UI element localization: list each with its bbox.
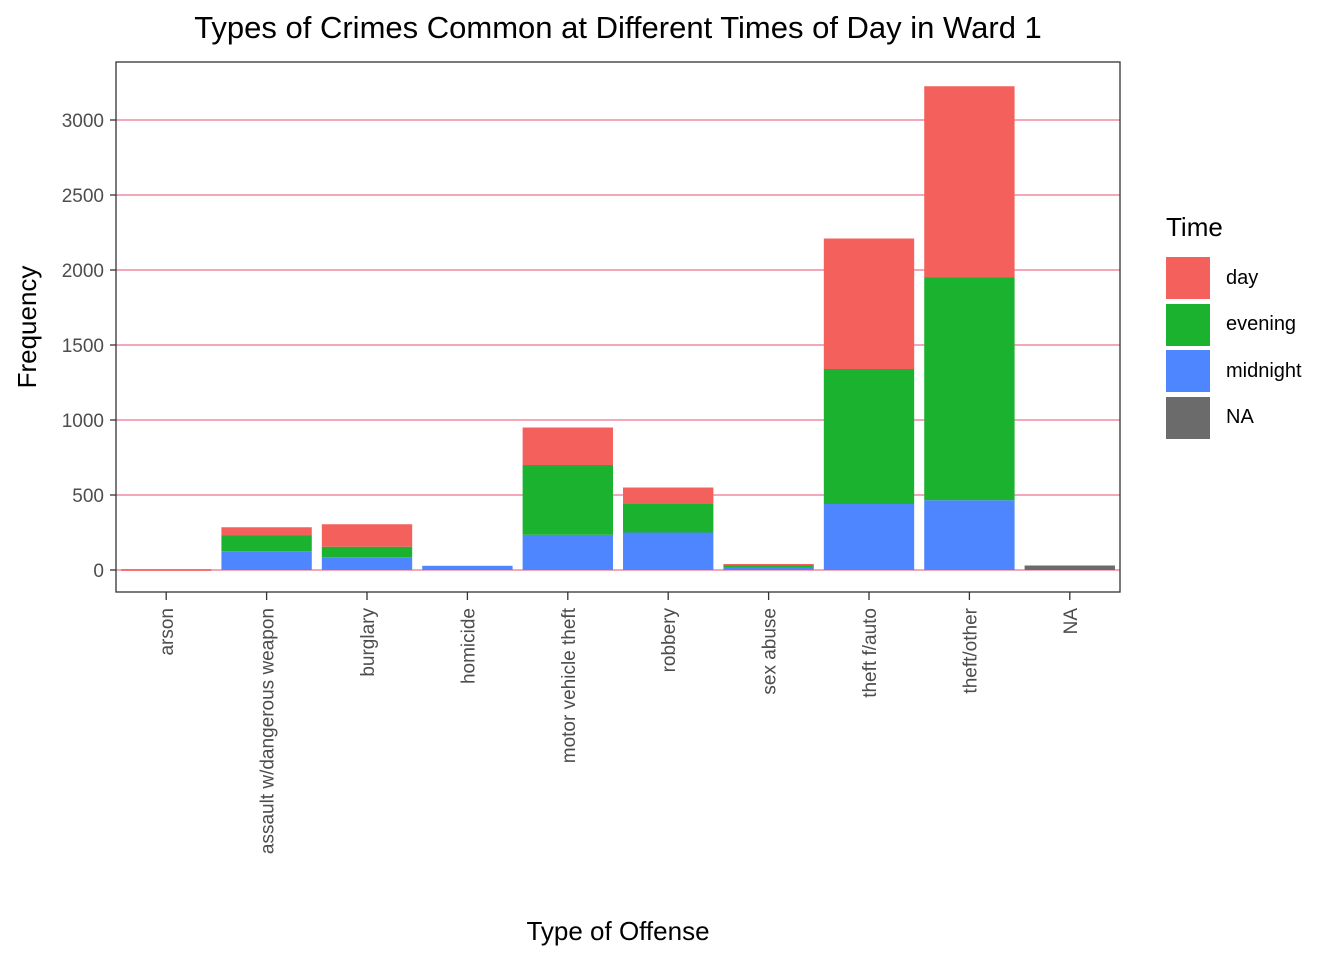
legend-key	[1166, 396, 1210, 439]
bar-segment-evening	[321, 546, 413, 558]
legend-item-na: NA	[1166, 395, 1302, 442]
bar-segment-evening	[623, 504, 714, 533]
y-tick-label: 1500	[62, 336, 104, 357]
x-tick-label: assault w/dangerous weapon	[258, 608, 279, 854]
legend-key	[1166, 303, 1210, 346]
bar-segment-midnight	[321, 557, 413, 570]
bar-segment-evening	[924, 277, 1015, 501]
legend-title: Time	[1166, 212, 1223, 242]
x-tick-label: sex abuse	[760, 608, 781, 695]
x-tick-label: burglary	[358, 608, 379, 677]
x-tick-label: NA	[1061, 608, 1082, 635]
legend-label: evening	[1226, 313, 1297, 336]
bar-segment-day	[723, 564, 814, 566]
bar-segment-evening	[221, 535, 312, 552]
x-tick-label: homicide	[458, 608, 479, 684]
y-axis-title: Frequency	[12, 266, 42, 389]
bar-segment-day	[823, 238, 915, 369]
x-axis-title: Type of Offense	[526, 916, 709, 946]
bar-segment-day	[623, 487, 714, 504]
y-axis: 0 500 1000 1500 2000 2500 3000	[62, 111, 116, 582]
x-tick-label: arson	[157, 608, 178, 656]
bar-segment-day	[321, 524, 413, 547]
legend-item-day: day	[1166, 255, 1302, 302]
y-tick-label: 2000	[62, 261, 104, 282]
x-tick-label: motor vehicle theft	[559, 607, 580, 763]
legend-key	[1166, 257, 1210, 300]
bar-segment-day	[121, 569, 212, 571]
x-tick-label: robbery	[659, 608, 680, 673]
y-tick-label: 3000	[62, 111, 104, 132]
y-tick-label: 500	[72, 486, 104, 507]
bar-segment-evening	[823, 369, 915, 504]
chart-title: Types of Crimes Common at Different Time…	[194, 10, 1042, 45]
x-tick-label: theft/other	[960, 607, 981, 693]
bar-segment-midnight	[924, 500, 1015, 570]
bar-segment-midnight	[623, 532, 714, 570]
bar-segment-midnight	[422, 565, 513, 570]
legend-items: day evening midnight NA	[1166, 255, 1302, 441]
bar-segment-evening	[522, 465, 613, 535]
bar-segment-day	[221, 527, 312, 536]
y-tick-label: 1000	[62, 411, 104, 432]
y-tick-label: 0	[93, 561, 104, 582]
panel-border	[115, 61, 1121, 593]
x-axis: arson assault w/dangerous weapon burglary h…	[157, 592, 1082, 854]
bars	[121, 86, 1115, 571]
bar-segment-evening	[723, 565, 814, 567]
bar-segment-na	[1024, 565, 1115, 570]
legend: Time day evening midnight NA	[1166, 212, 1302, 441]
bar-segment-midnight	[221, 551, 312, 570]
y-tick-label: 2500	[62, 186, 104, 207]
bar-segment-midnight	[823, 504, 915, 570]
legend-label: day	[1226, 266, 1259, 289]
x-tick-label: theft f/auto	[860, 608, 881, 698]
legend-label: NA	[1226, 406, 1254, 429]
bar-segment-midnight	[723, 567, 814, 570]
legend-item-midnight: midnight	[1166, 348, 1302, 395]
legend-item-evening: evening	[1166, 302, 1302, 349]
bar-segment-day	[924, 86, 1015, 278]
bar-segment-day	[522, 427, 613, 465]
legend-label: midnight	[1226, 359, 1302, 382]
legend-key	[1166, 350, 1210, 393]
bar-segment-midnight	[522, 534, 613, 570]
